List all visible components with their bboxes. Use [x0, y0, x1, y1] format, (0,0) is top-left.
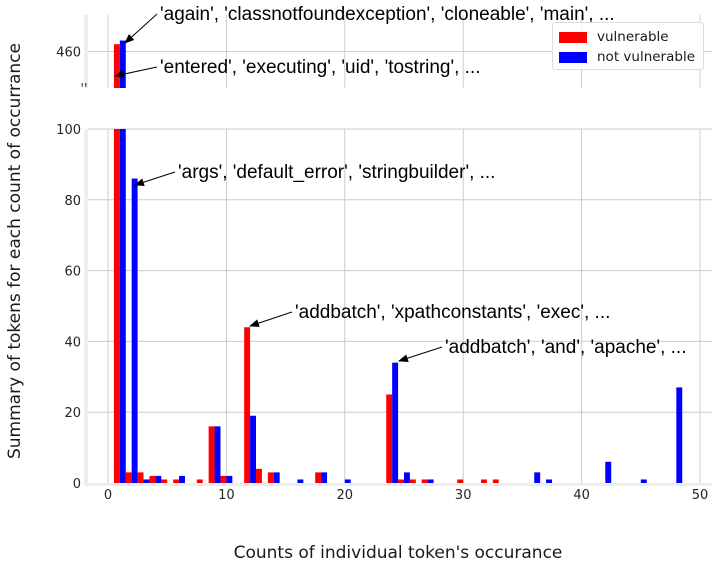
annotation-text: 'addbatch', 'and', 'apache', ...: [445, 337, 687, 358]
legend-label: vulnerable: [597, 29, 669, 45]
bar-not-vulnerable: [404, 472, 410, 483]
annotation-arrow: [124, 13, 158, 44]
legend-swatch-blue: [559, 51, 587, 63]
bar-vulnerable: [421, 479, 428, 483]
y-tick-label: 60: [64, 265, 81, 280]
bar-not-vulnerable: [297, 479, 304, 483]
legend-swatch-red: [559, 31, 587, 43]
bar-not-vulnerable: [534, 472, 541, 483]
x-tick-label: 20: [337, 488, 354, 503]
bar-vulnerable: [267, 472, 274, 483]
bar-vulnerable: [161, 479, 168, 483]
bar-vulnerable: [125, 472, 132, 483]
bar-not-vulnerable: [155, 475, 162, 483]
annotation-arrow: [398, 346, 443, 363]
bar-not-vulnerable: [179, 475, 185, 483]
bar-not-vulnerable: [392, 362, 399, 483]
bar-not-vulnerable: [427, 479, 434, 483]
bar-vulnerable: [137, 472, 144, 483]
bar-vulnerable: [492, 479, 499, 483]
annotation-text: 'args', 'default_error', 'stringbuilder'…: [178, 162, 495, 183]
y-tick-label: 460: [56, 46, 81, 61]
bar-not-vulnerable: [321, 472, 328, 483]
left-spine-top: [84, 15, 88, 88]
bar-not-vulnerable: [546, 479, 552, 483]
bar-vulnerable: [196, 479, 203, 483]
bar-not-vulnerable: [640, 479, 647, 483]
bar-vulnerable: [256, 468, 262, 483]
annotations: 'again', 'classnotfoundexception', 'clon…: [114, 4, 687, 363]
annotation-text: 'addbatch', 'xpathconstants', 'exec', ..…: [295, 302, 610, 323]
x-tick-label: 50: [692, 488, 709, 503]
y-tick-label: 40: [64, 335, 81, 350]
annotation-arrow: [249, 311, 293, 327]
y-tick-label: 0: [73, 477, 81, 492]
bar-vulnerable: [409, 479, 416, 483]
bar-not-vulnerable: [214, 426, 221, 483]
legend-item-not-vulnerable: not vulnerable: [559, 49, 695, 65]
bar-vulnerable: [244, 327, 251, 483]
bar-not-vulnerable: [273, 472, 280, 483]
bar-vulnerable: [457, 479, 464, 483]
y-tick-label: 20: [64, 406, 81, 421]
y-axis-label: Summary of tokens for each count of occu…: [5, 43, 25, 459]
bar-not-vulnerable: [250, 415, 256, 483]
bar-vulnerable: [386, 394, 393, 483]
legend-item-vulnerable: vulnerable: [559, 29, 669, 45]
bar-vulnerable: [173, 479, 180, 483]
bar-not-vulnerable: [344, 479, 351, 483]
annotation-text: 'entered', 'executing', 'uid', 'tostring…: [160, 57, 481, 78]
bottom-spine: [84, 483, 712, 486]
bottom-panel: 0 10 20 30 40 50 0 20 40 60 80 100: [56, 123, 712, 503]
bar-not-vulnerable: [605, 461, 612, 483]
left-spine-bottom: [84, 129, 88, 483]
legend-label: not vulnerable: [597, 49, 696, 65]
bar-not-vulnerable: [143, 479, 150, 483]
axis-break-mark: '': [80, 82, 87, 97]
bar-not-vulnerable: [676, 387, 683, 483]
y-tick-label: 80: [64, 194, 81, 209]
x-axis-label: Counts of individual token's occurance: [234, 543, 563, 563]
x-tick-label: 10: [218, 488, 235, 503]
bar-not-vulnerable: [131, 178, 138, 483]
bar-not-vulnerable: [226, 475, 233, 483]
annotation-arrow: [134, 171, 176, 187]
bar-vulnerable: [113, 44, 120, 88]
x-tick-label: 30: [455, 488, 472, 503]
bar-not-vulnerable: [119, 129, 126, 483]
annotation-text: 'again', 'classnotfoundexception', 'clon…: [160, 4, 615, 25]
bar-vulnerable: [220, 475, 227, 483]
annotation-arrow: [114, 66, 158, 79]
x-tick-label: 0: [104, 488, 112, 503]
x-tick-label: 40: [573, 488, 590, 503]
bar-vulnerable: [315, 472, 322, 483]
bar-vulnerable: [480, 479, 487, 483]
bar-not-vulnerable: [119, 40, 126, 88]
bar-vulnerable: [113, 129, 120, 483]
bar-vulnerable: [208, 426, 215, 483]
legend: vulnerable not vulnerable: [552, 22, 704, 70]
bar-vulnerable: [398, 479, 404, 483]
y-tick-label: 100: [56, 123, 81, 138]
bar-vulnerable: [149, 475, 156, 483]
